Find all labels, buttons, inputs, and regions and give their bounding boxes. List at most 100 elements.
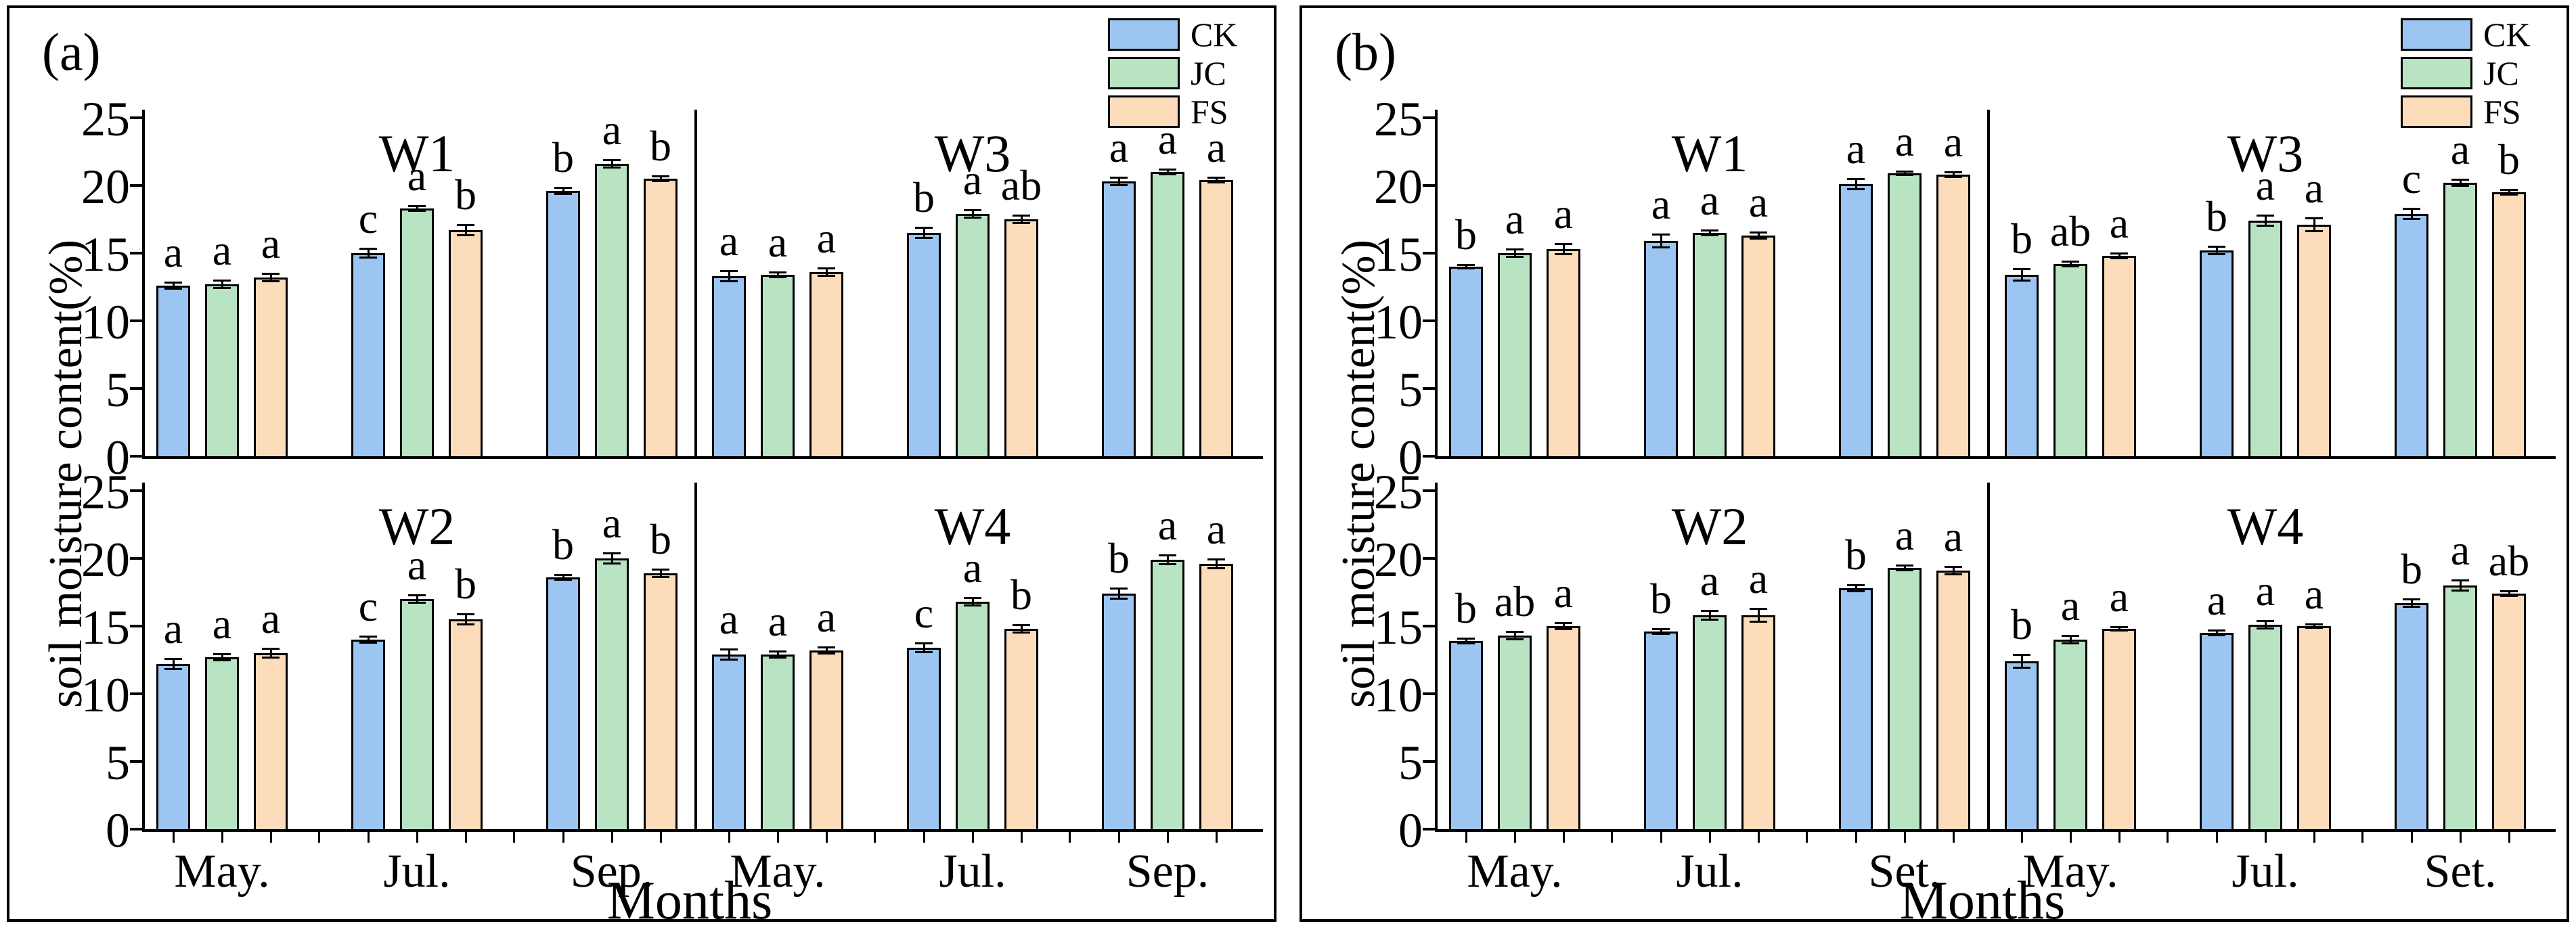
error-bar (2265, 621, 2267, 629)
error-bar (660, 569, 662, 577)
y-tick-label: 10 (81, 668, 130, 722)
bar-jc (205, 657, 239, 831)
x-axis-title: Months (606, 871, 773, 930)
x-axis-category-label: Set. (1868, 845, 1941, 898)
error-bar-cap (554, 187, 572, 189)
significance-letter: b (913, 173, 935, 221)
error-bar-cap (262, 273, 280, 275)
error-bar-cap (1159, 563, 1176, 565)
legend-swatch-fs (2401, 95, 2472, 128)
error-bar (1660, 629, 1662, 634)
subplot-title: W3 (934, 124, 1011, 183)
significance-letter: b (2401, 545, 2422, 593)
x-tick (416, 832, 418, 843)
significance-letter: a (1748, 178, 1769, 226)
error-bar (562, 187, 564, 194)
error-bar (1514, 249, 1516, 257)
error-bar-cap (769, 657, 786, 659)
error-bar (611, 553, 613, 564)
y-axis-spine (142, 483, 145, 832)
bar-ck (2005, 275, 2039, 458)
error-bar (2021, 655, 2023, 668)
error-bar-cap (1555, 253, 1572, 255)
error-bar-cap (915, 237, 933, 239)
y-tick-label: 15 (81, 600, 130, 655)
bar-fs (1199, 564, 1233, 831)
bar-fs (254, 278, 288, 458)
bar-fs (1199, 180, 1233, 458)
subplot-divider (1987, 483, 1990, 832)
bar-jc (1888, 173, 1922, 458)
error-bar-cap (769, 276, 786, 278)
subplot-title: W3 (2227, 124, 2304, 183)
error-bar-cap (964, 604, 981, 606)
y-tick (1423, 387, 1435, 390)
x-tick (728, 832, 730, 843)
error-bar-cap (2110, 626, 2128, 628)
x-tick (2361, 832, 2363, 843)
error-bar-cap (652, 180, 669, 182)
bar-fs (809, 272, 843, 458)
error-bar-cap (164, 658, 182, 660)
bar-fs (644, 179, 678, 458)
error-bar-cap (1110, 598, 1128, 600)
x-axis-category-label: Sep. (570, 845, 654, 898)
legend-label: JC (1191, 54, 1226, 92)
error-bar-cap (457, 224, 474, 226)
bar-jc (761, 275, 795, 458)
significance-letter: b (455, 171, 476, 219)
error-bar-cap (1207, 177, 1225, 179)
y-tick (130, 319, 142, 322)
error-bar-cap (408, 210, 426, 212)
legend-label: CK (2483, 16, 2531, 53)
error-bar-cap (2208, 253, 2225, 255)
error-bar (173, 659, 175, 669)
error-bar-cap (915, 227, 933, 229)
error-bar-cap (652, 576, 669, 578)
y-tick-label: 20 (1374, 533, 1423, 587)
x-tick (1806, 832, 1808, 843)
error-bar-cap (1506, 638, 1524, 640)
bar-ck (712, 276, 746, 458)
significance-letter: a (1553, 190, 1574, 238)
bar-jc (1693, 233, 1727, 458)
x-axis-category-label: Jul. (2231, 845, 2299, 898)
y-tick-label: 10 (1374, 668, 1423, 722)
bar-fs (1004, 629, 1038, 831)
error-bar-cap (720, 659, 738, 661)
error-bar-cap (720, 280, 738, 282)
error-bar-cap (2013, 667, 2030, 669)
y-tick-label: 5 (1398, 363, 1423, 417)
error-bar-cap (2305, 627, 2323, 629)
bar-ck (2395, 214, 2428, 458)
y-tick (1423, 692, 1435, 695)
error-bar (416, 595, 418, 603)
significance-letter: b (552, 133, 574, 181)
panel-a: (a) soil moisture content(%) 0 5 10 15 20 25 0… (7, 5, 1276, 928)
error-bar-cap (2257, 225, 2274, 227)
error-bar (1514, 632, 1516, 640)
error-bar-cap (2403, 598, 2420, 600)
error-bar-cap (1110, 588, 1128, 590)
x-axis-line (1435, 456, 2556, 459)
error-bar-cap (1701, 229, 1718, 231)
error-bar-cap (457, 623, 474, 625)
error-bar-cap (1652, 246, 1670, 248)
subplot-title: W2 (378, 497, 456, 556)
legend-item: CK (1108, 18, 1237, 51)
x-tick (513, 832, 515, 843)
bar-jc (761, 655, 795, 831)
error-bar-cap (1013, 624, 1030, 626)
bar-fs (2297, 225, 2331, 458)
error-bar-cap (2500, 595, 2518, 597)
y-tick (1423, 489, 1435, 492)
error-bar-cap (818, 652, 835, 655)
plot-area: 0 5 10 15 20 25 0 5 10 15 20 25 May. Jul. Set. May. Jul.… (1302, 8, 2567, 919)
y-tick (130, 252, 142, 254)
subplot-title: W4 (2227, 497, 2304, 556)
error-bar (923, 643, 925, 652)
error-bar (2313, 624, 2315, 628)
error-bar (972, 598, 974, 606)
legend-swatch-fs (1108, 95, 1180, 128)
bar-fs (1741, 615, 1775, 831)
